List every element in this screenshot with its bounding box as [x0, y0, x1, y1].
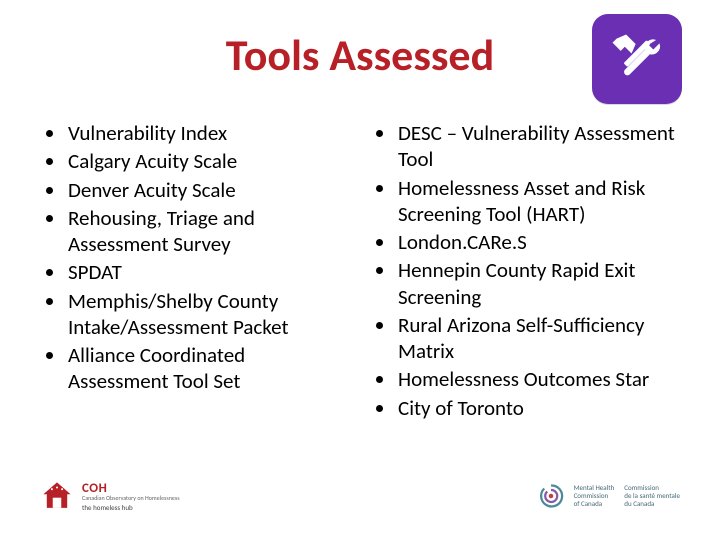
left-list: Vulnerability Index Calgary Acuity Scale…: [40, 120, 350, 395]
list-item: SPDAT: [66, 259, 350, 285]
list-item: DESC – Vulnerability Assessment Tool: [396, 120, 680, 173]
list-item: Calgary Acuity Scale: [66, 148, 350, 174]
mhcc-en3: of Canada: [574, 500, 615, 508]
swirl-icon: [536, 481, 566, 511]
footer: COH Canadian Observatory on Homelessness…: [40, 472, 680, 520]
mhcc-logo: Mental Health Commission of Canada Commi…: [536, 481, 680, 511]
list-item: Rehousing, Triage and Assessment Survey: [66, 205, 350, 258]
slide: Tools Assessed Vulnerability Index Calga…: [0, 0, 720, 540]
list-item: Vulnerability Index: [66, 120, 350, 146]
list-item: Alliance Coordinated Assessment Tool Set: [66, 342, 350, 395]
right-column: DESC – Vulnerability Assessment Tool Hom…: [370, 120, 680, 423]
list-item: Rural Arizona Self-Sufficiency Matrix: [396, 312, 680, 365]
list-item: London.CARe.S: [396, 229, 680, 255]
list-item: Homelessness Asset and Risk Screening To…: [396, 175, 680, 228]
list-item: Homelessness Outcomes Star: [396, 366, 680, 392]
coh-logo: COH Canadian Observatory on Homelessness…: [40, 479, 180, 513]
mhcc-logo-text: Mental Health Commission of Canada Commi…: [574, 484, 680, 507]
left-column: Vulnerability Index Calgary Acuity Scale…: [40, 120, 350, 423]
list-item: Denver Acuity Scale: [66, 177, 350, 203]
list-item: City of Toronto: [396, 395, 680, 421]
coh-line3: the homeless hub: [82, 504, 180, 511]
coh-line1: COH: [82, 482, 180, 495]
hammer-wrench-icon: [603, 25, 671, 93]
right-list: DESC – Vulnerability Assessment Tool Hom…: [370, 120, 680, 421]
coh-line2: Canadian Observatory on Homelessness: [82, 495, 180, 501]
mhcc-fr3: du Canada: [624, 500, 680, 508]
list-item: Memphis/Shelby County Intake/Assessment …: [66, 288, 350, 341]
house-icon: [40, 479, 74, 513]
mhcc-en: Mental Health Commission of Canada: [574, 484, 615, 507]
list-item: Hennepin County Rapid Exit Screening: [396, 257, 680, 310]
tools-icon: [592, 14, 682, 104]
coh-logo-text: COH Canadian Observatory on Homelessness…: [82, 482, 180, 511]
mhcc-fr: Commission de la santé mentale du Canada: [624, 484, 680, 507]
content-columns: Vulnerability Index Calgary Acuity Scale…: [40, 120, 680, 423]
